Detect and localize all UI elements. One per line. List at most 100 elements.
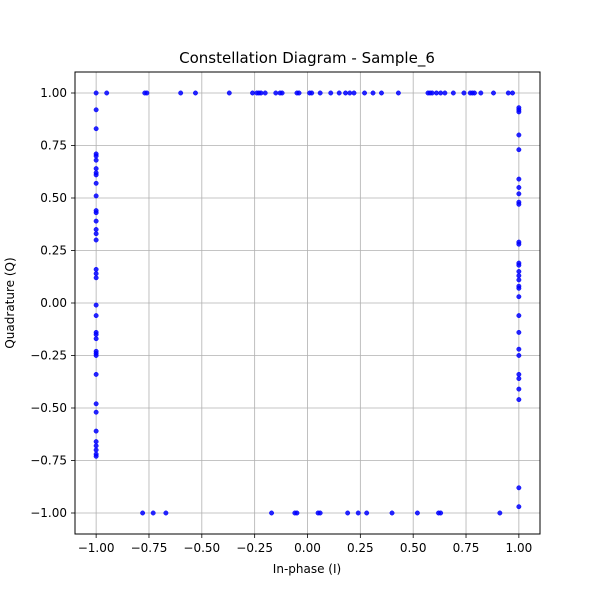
- data-point-75: [93, 439, 99, 445]
- data-point-52: [93, 180, 99, 186]
- data-point-111: [150, 510, 156, 516]
- x-axis-title: In-phase (I): [273, 562, 341, 576]
- data-point-42: [505, 90, 511, 96]
- x-tick-label: −0.75: [131, 541, 168, 555]
- data-point-49: [93, 166, 99, 172]
- data-point-122: [414, 510, 420, 516]
- data-point-121: [389, 510, 395, 516]
- data-point-99: [516, 294, 522, 300]
- data-point-70: [93, 353, 99, 358]
- data-point-67: [93, 336, 99, 342]
- data-point-85: [516, 176, 522, 182]
- y-tick-label: 0.50: [40, 191, 67, 205]
- data-point-18: [309, 90, 315, 96]
- data-point-95: [516, 273, 522, 279]
- data-point-93: [516, 262, 522, 268]
- data-point-16: [296, 90, 302, 96]
- data-point-79: [93, 453, 99, 459]
- data-point-59: [93, 237, 99, 243]
- data-point-63: [93, 302, 99, 308]
- data-point-82: [516, 109, 522, 115]
- data-point-60: [93, 266, 99, 272]
- data-point-76: [93, 443, 99, 449]
- x-axis-ticks: −1.00 −0.75 −0.50 −0.25 0.00 0.25 0.50 0.75 1.00: [78, 534, 532, 555]
- data-point-89: [516, 201, 522, 207]
- data-point-119: [355, 510, 361, 516]
- data-point-20: [328, 90, 334, 96]
- data-point-109: [516, 504, 522, 510]
- y-tick-label: 0.00: [40, 296, 67, 310]
- y-tick-label: −0.25: [30, 349, 67, 363]
- data-point-72: [93, 401, 99, 407]
- data-point-115: [294, 510, 300, 516]
- data-point-6: [226, 90, 232, 96]
- x-tick-label: 0.50: [400, 541, 427, 555]
- data-point-74: [93, 428, 99, 434]
- data-point-71: [93, 371, 99, 377]
- data-point-53: [93, 193, 99, 199]
- data-point-51: [93, 172, 99, 178]
- data-point-77: [93, 447, 99, 453]
- data-point-117: [317, 510, 323, 516]
- data-point-32: [433, 90, 439, 96]
- data-point-1: [104, 90, 110, 96]
- data-point-107: [516, 397, 522, 403]
- data-point-102: [516, 346, 522, 352]
- data-point-101: [516, 329, 522, 335]
- data-points: [93, 90, 522, 516]
- data-point-125: [497, 510, 503, 516]
- data-point-64: [93, 313, 99, 319]
- y-axis-title: Quadrature (Q): [3, 257, 17, 348]
- data-point-14: [279, 90, 285, 96]
- data-point-36: [461, 90, 467, 96]
- chart-title: Constellation Diagram - Sample_6: [179, 49, 435, 68]
- data-point-33: [438, 90, 444, 96]
- data-point-105: [516, 376, 522, 382]
- data-point-19: [317, 90, 323, 96]
- data-point-84: [516, 147, 522, 153]
- data-point-11: [262, 90, 268, 96]
- data-point-98: [516, 285, 522, 291]
- data-point-34: [442, 90, 448, 96]
- data-point-12: [273, 90, 279, 96]
- data-point-48: [93, 157, 99, 163]
- x-tick-label: 0.75: [453, 541, 480, 555]
- data-point-45: [93, 126, 99, 132]
- data-point-23: [347, 90, 353, 96]
- data-point-58: [93, 231, 99, 237]
- data-point-7: [250, 90, 255, 96]
- data-point-43: [510, 90, 515, 96]
- data-point-100: [516, 313, 522, 319]
- data-point-41: [491, 90, 496, 96]
- data-point-103: [516, 353, 522, 358]
- data-point-39: [472, 90, 477, 96]
- data-point-87: [516, 191, 522, 197]
- x-tick-label: −0.25: [236, 541, 273, 555]
- data-point-66: [93, 332, 99, 337]
- data-point-86: [516, 185, 522, 190]
- data-point-31: [429, 90, 435, 96]
- data-point-4: [178, 90, 184, 96]
- data-point-124: [438, 510, 444, 516]
- y-tick-label: −0.75: [30, 454, 67, 468]
- data-point-106: [516, 386, 522, 392]
- y-tick-label: −1.00: [30, 506, 67, 520]
- data-point-28: [395, 90, 401, 96]
- data-point-91: [516, 241, 522, 247]
- data-point-24: [351, 90, 357, 96]
- x-tick-label: 0.00: [294, 541, 321, 555]
- data-point-83: [516, 132, 522, 138]
- data-point-0: [93, 90, 99, 96]
- data-point-47: [93, 153, 99, 159]
- data-point-62: [93, 275, 99, 281]
- data-point-94: [516, 269, 522, 274]
- data-point-3: [144, 90, 150, 96]
- x-tick-label: 1.00: [506, 541, 533, 555]
- data-point-5: [193, 90, 198, 96]
- data-point-112: [163, 510, 169, 516]
- data-point-44: [93, 107, 99, 113]
- data-point-25: [362, 90, 368, 96]
- data-point-27: [379, 90, 384, 96]
- y-tick-label: −0.50: [30, 401, 67, 415]
